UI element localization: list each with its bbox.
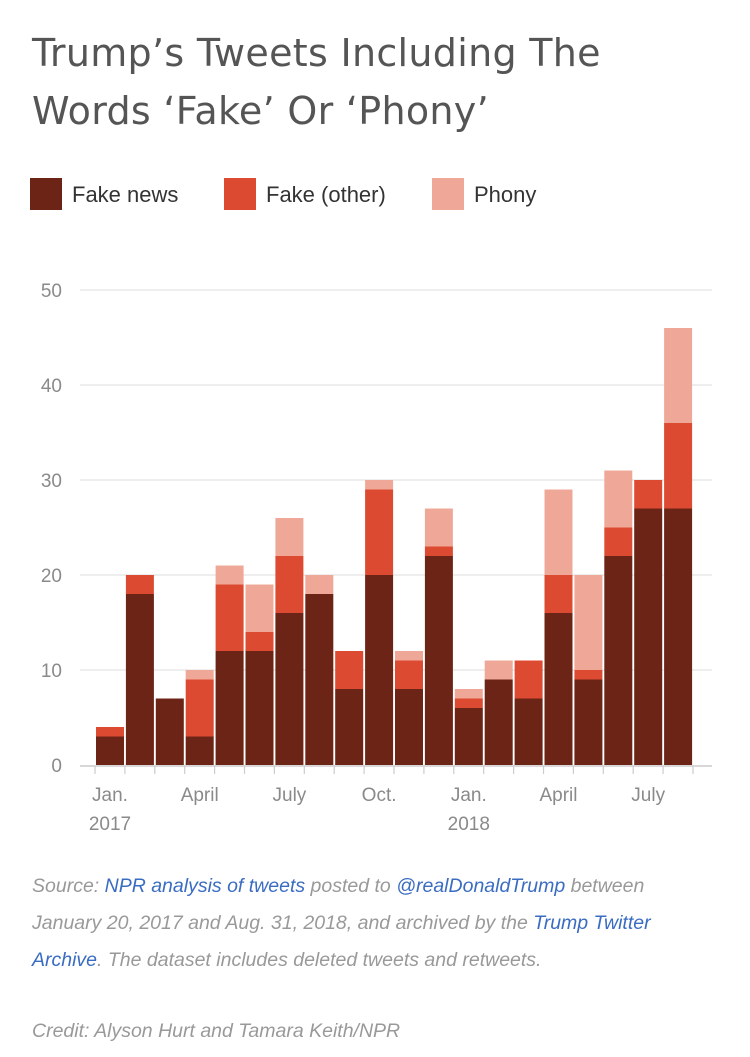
bar-segment-fake-news: [275, 613, 304, 765]
bar-segment-fake-news: [96, 736, 124, 765]
bar-segment-phony: [454, 689, 483, 699]
legend-swatch-fake-other: [224, 178, 256, 210]
bar-segment-phony: [215, 565, 244, 585]
x-tick-label: Jan.: [451, 785, 487, 806]
bar-segment-fake-news: [574, 679, 603, 765]
y-tick-label: 30: [41, 471, 62, 492]
bar-segment-fake-news: [514, 698, 543, 765]
bar-segment-fake-other: [544, 575, 573, 613]
x-tick-label: April: [539, 785, 577, 806]
x-tick-year-label: 2018: [448, 814, 490, 835]
y-tick-label: 10: [41, 661, 62, 682]
bar-segment-fake-other: [125, 575, 154, 594]
x-tick-year-label: 2017: [89, 814, 131, 835]
bar-segment-phony: [185, 670, 214, 680]
source-mid-1: posted to: [305, 875, 397, 897]
bar-segment-fake-news: [395, 689, 423, 765]
trump-twitter-archive-link[interactable]: Trump Twitter Archive: [32, 912, 651, 971]
bar-segment-fake-news: [335, 689, 364, 765]
bar-segment-phony: [424, 508, 453, 547]
bar-segment-phony: [365, 480, 394, 490]
bar-segment-fake-news: [365, 575, 394, 765]
bar-segment-fake-news: [634, 508, 663, 765]
bar-segment-phony: [245, 584, 274, 632]
y-tick-label: 40: [41, 376, 62, 397]
source-suffix: . The dataset includes deleted tweets an…: [97, 949, 542, 971]
x-tick-label: July: [631, 785, 665, 806]
bar-segment-fake-news: [185, 736, 214, 765]
npr-analysis-link[interactable]: NPR analysis of tweets: [104, 875, 306, 897]
bar-segment-fake-news: [664, 508, 693, 765]
bar-segment-fake-other: [96, 727, 124, 737]
bar-segment-fake-news: [424, 556, 453, 765]
bar-segment-fake-news: [155, 698, 184, 765]
legend-swatch-fake-news: [30, 178, 62, 210]
bar-segment-phony: [544, 489, 573, 575]
x-tick-label: Oct.: [362, 785, 397, 806]
bar-segment-fake-news: [544, 613, 573, 765]
bar-segment-fake-news: [215, 651, 244, 765]
legend-label-fake-news: Fake news: [72, 182, 179, 207]
bar-segment-fake-news: [484, 679, 513, 765]
stacked-bar-chart: 0 10 20 30 40 50 Jan. 2017 April July Oct. Jan. 2018…: [41, 281, 712, 835]
x-tick-label: July: [273, 785, 307, 806]
x-tick-label: Jan.: [92, 785, 128, 806]
bar-segment-fake-news: [454, 708, 483, 765]
y-tick-label: 50: [41, 281, 62, 302]
bar-segment-phony: [275, 518, 304, 556]
bar-segment-phony: [395, 651, 423, 661]
x-tick-label: April: [181, 785, 219, 806]
y-tick-label: 20: [41, 566, 62, 587]
bar-segment-fake-other: [604, 527, 633, 556]
y-tick-label: 0: [51, 756, 62, 777]
credit-line: Credit: Alyson Hurt and Tamara Keith/NPR: [32, 1020, 401, 1042]
legend-label-fake-other: Fake (other): [266, 182, 386, 207]
legend-swatch-phony: [432, 178, 464, 210]
bar-segment-fake-other: [424, 546, 453, 556]
bar-segment-fake-other: [514, 660, 543, 699]
bar-segment-phony: [484, 660, 513, 680]
bar-segment-fake-other: [395, 660, 423, 689]
source-note: Source: NPR analysis of tweets posted to…: [32, 868, 712, 979]
realdonaldtrump-link[interactable]: @realDonaldTrump: [396, 875, 566, 897]
bar-segment-fake-other: [574, 670, 603, 680]
bar-segment-fake-other: [275, 556, 304, 613]
bar-segment-fake-other: [365, 489, 394, 575]
bar-segment-fake-news: [604, 556, 633, 765]
bar-segment-fake-other: [185, 679, 214, 737]
source-prefix: Source:: [32, 875, 105, 897]
bar-segment-phony: [604, 470, 633, 528]
bar-segment-fake-other: [245, 632, 274, 651]
bar-segment-fake-other: [634, 480, 663, 509]
bar-segment-fake-other: [664, 423, 693, 509]
source-mid-2: between January 20, 2017 and Aug. 31, 20…: [32, 875, 645, 934]
bar-segment-fake-other: [454, 698, 483, 708]
bar-segment-fake-other: [215, 584, 244, 651]
bar-segment-fake-other: [335, 651, 364, 689]
bar-segment-fake-news: [305, 594, 334, 765]
bar-segment-fake-news: [245, 651, 274, 765]
bar-segment-phony: [664, 328, 693, 423]
bar-segment-fake-news: [125, 594, 154, 765]
bar-segment-phony: [305, 575, 334, 594]
bar-segment-phony: [574, 575, 603, 670]
legend-label-phony: Phony: [474, 182, 537, 207]
chart-title: Trump’s Tweets Including The Words ‘Fake…: [32, 31, 601, 133]
